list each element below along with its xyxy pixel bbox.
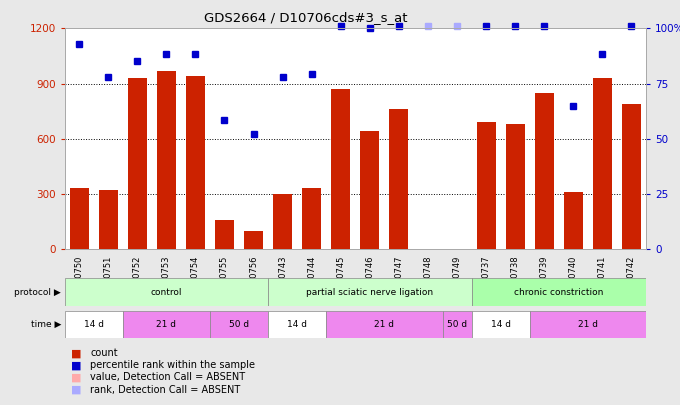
Bar [268,278,472,306]
Bar [65,278,268,306]
Bar [326,311,443,338]
Bar [157,70,176,249]
Text: count: count [90,348,118,358]
Text: 21 d: 21 d [156,320,176,329]
Text: 21 d: 21 d [375,320,394,329]
Text: control: control [150,288,182,296]
Bar [244,231,263,249]
Bar [302,188,321,249]
Bar [65,311,122,338]
Bar [122,311,210,338]
Bar [331,89,350,249]
Bar [273,194,292,249]
Bar [530,311,646,338]
Text: percentile rank within the sample: percentile rank within the sample [90,360,256,370]
Text: 50 d: 50 d [447,320,467,329]
Bar [390,109,409,249]
Text: 50 d: 50 d [229,320,249,329]
Bar [593,78,612,249]
Bar [99,190,118,249]
Bar [186,76,205,249]
Bar [128,78,147,249]
Bar [564,192,583,249]
Bar [622,104,641,249]
Text: GDS2664 / D10706cds#3_s_at: GDS2664 / D10706cds#3_s_at [204,11,408,24]
Text: chronic constriction: chronic constriction [514,288,603,296]
Bar [472,311,530,338]
Text: ■: ■ [71,373,82,382]
Bar [360,131,379,249]
Bar [69,188,88,249]
Text: value, Detection Call = ABSENT: value, Detection Call = ABSENT [90,373,245,382]
Bar [477,122,496,249]
Text: 14 d: 14 d [491,320,511,329]
Text: ■: ■ [71,385,82,394]
Text: ■: ■ [71,360,82,370]
Bar [472,278,646,306]
Text: ■: ■ [71,348,82,358]
Text: rank, Detection Call = ABSENT: rank, Detection Call = ABSENT [90,385,241,394]
Text: 21 d: 21 d [578,320,598,329]
Text: protocol ▶: protocol ▶ [14,288,61,296]
Bar [534,93,554,249]
Bar [268,311,326,338]
Bar [210,311,268,338]
Bar [443,311,472,338]
Text: partial sciatic nerve ligation: partial sciatic nerve ligation [306,288,433,296]
Text: 14 d: 14 d [287,320,307,329]
Text: time ▶: time ▶ [31,320,61,329]
Bar [506,124,525,249]
Bar [215,220,234,249]
Text: 14 d: 14 d [84,320,103,329]
